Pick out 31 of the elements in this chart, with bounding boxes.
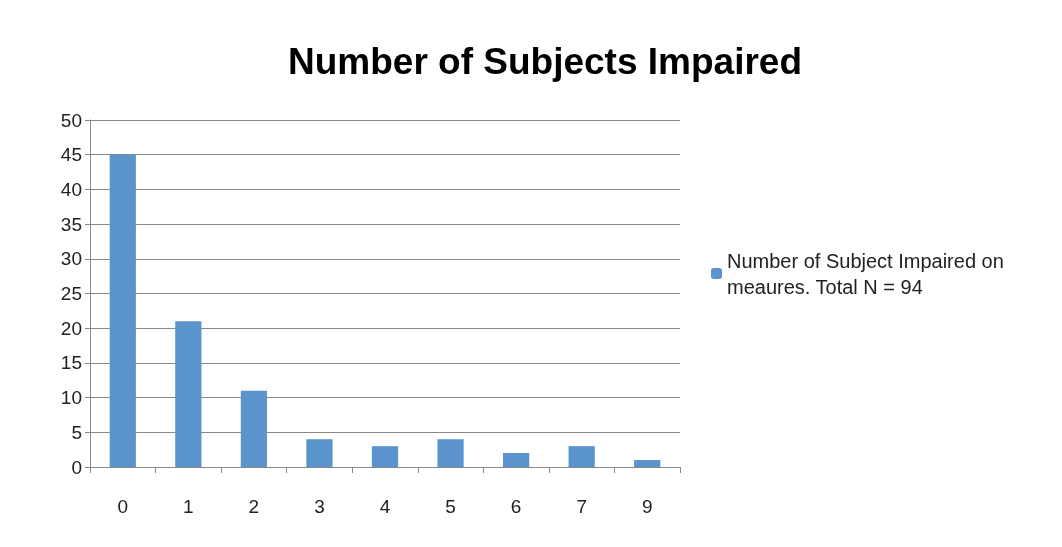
y-tick-label: 40 xyxy=(60,178,82,200)
bar xyxy=(371,446,399,467)
x-tick-label: 6 xyxy=(510,496,522,517)
y-tick-label: 0 xyxy=(71,456,82,478)
y-tick-label: 20 xyxy=(60,317,82,339)
y-tick-label: 35 xyxy=(60,213,82,235)
y-tick-label: 45 xyxy=(60,144,82,166)
y-tick-label: 30 xyxy=(60,248,82,270)
legend-label: Number of Subject Impaired on meaures. Total N = 94 xyxy=(727,249,1010,298)
x-tick-label: 9 xyxy=(641,496,653,517)
x-tick-label: 3 xyxy=(314,496,325,517)
y-tick-label: 10 xyxy=(60,387,82,409)
x-tick-label: 0 xyxy=(117,496,129,517)
x-tick-label: 7 xyxy=(576,496,587,517)
bar xyxy=(306,439,333,467)
bar xyxy=(240,390,267,467)
x-tick-label: 5 xyxy=(445,496,456,517)
y-tick-label: 15 xyxy=(60,352,82,374)
y-tick-label: 25 xyxy=(60,283,82,304)
bar xyxy=(634,460,661,467)
bar xyxy=(109,154,136,467)
x-tick-label: 4 xyxy=(379,496,391,517)
x-tick-label: 2 xyxy=(248,496,260,517)
x-tick-label: 1 xyxy=(183,496,194,517)
bar xyxy=(175,321,202,467)
bar xyxy=(503,453,530,467)
bar xyxy=(568,446,595,467)
bar xyxy=(437,439,464,467)
chart-title: Number of Subjects Impaired xyxy=(288,41,802,82)
y-tick-label: 50 xyxy=(60,109,82,131)
y-tick-label: 5 xyxy=(71,421,82,443)
